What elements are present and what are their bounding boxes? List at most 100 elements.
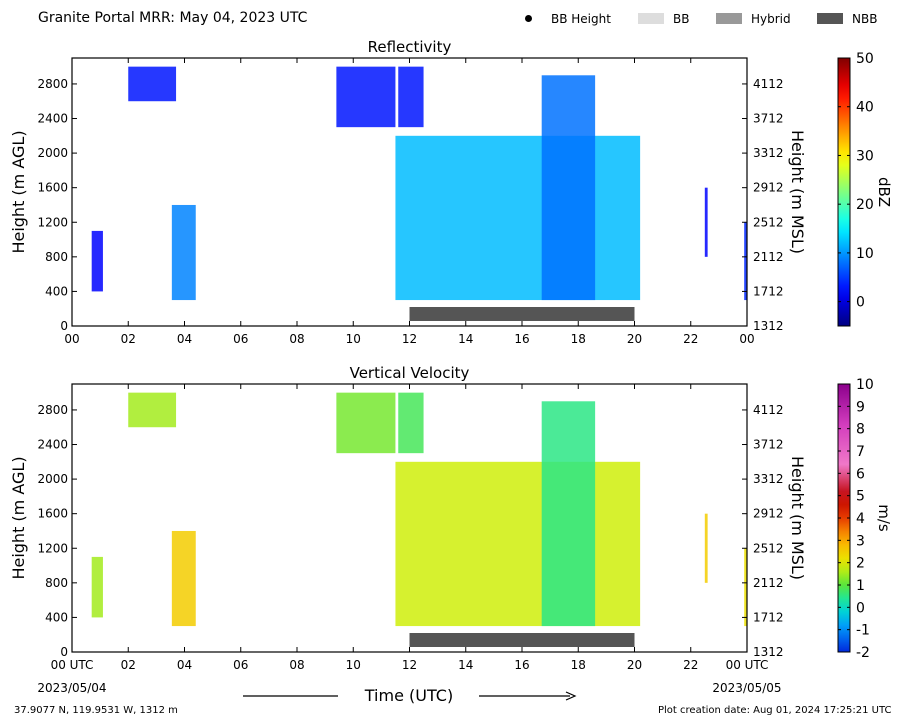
colorbar-tick-label-1-6: 4 bbox=[856, 511, 865, 527]
xtick-label-1-7: 14 bbox=[458, 658, 473, 672]
ytick-label-left-1-5: 2000 bbox=[37, 472, 68, 486]
ytick-label-left-1-1: 400 bbox=[45, 610, 68, 624]
xtick-label-0-5: 10 bbox=[346, 332, 361, 346]
xtick-label-1-1: 02 bbox=[121, 658, 136, 672]
xtick-label-1-6: 12 bbox=[402, 658, 417, 672]
colorbar-tick-label-1-4: 2 bbox=[856, 556, 865, 572]
data-region-1-2 bbox=[91, 556, 103, 618]
data-region-1-1 bbox=[171, 530, 196, 627]
panel-title-0: Reflectivity bbox=[368, 38, 452, 56]
data-region-1-6 bbox=[541, 401, 596, 627]
data-region-0-8 bbox=[744, 222, 747, 301]
colorbar-tick-label-0-3: 30 bbox=[856, 148, 874, 164]
ytick-label-left-0-2: 800 bbox=[45, 250, 68, 264]
colorbar-label-0: dBZ bbox=[875, 177, 893, 207]
ytick-label-left-0-1: 400 bbox=[45, 284, 68, 298]
ytick-label-left-0-4: 1600 bbox=[37, 181, 68, 195]
legend-label-bb-height: BB Height bbox=[551, 12, 611, 26]
panel-title-1: Vertical Velocity bbox=[350, 364, 470, 382]
xtick-label-1-3: 06 bbox=[233, 658, 248, 672]
xtick-label-0-4: 08 bbox=[289, 332, 304, 346]
legend-label-hybrid: Hybrid bbox=[751, 12, 791, 26]
ytick-label-left-0-5: 2000 bbox=[37, 146, 68, 160]
ytick-label-left-1-3: 1200 bbox=[37, 541, 68, 555]
xtick-label-1-11: 22 bbox=[683, 658, 698, 672]
xtick-label-1-5: 10 bbox=[346, 658, 361, 672]
xtick-label-1-12: 00 UTC bbox=[726, 658, 769, 672]
xtick-label-1-8: 16 bbox=[514, 658, 529, 672]
data-region-0-6 bbox=[541, 75, 596, 301]
ytick-label-right-0-1: 1712 bbox=[753, 284, 784, 298]
data-region-0-1 bbox=[171, 204, 196, 301]
colorbar-tick-label-0-4: 40 bbox=[856, 100, 874, 116]
xtick-label-0-11: 22 bbox=[683, 332, 698, 346]
ytick-label-left-0-3: 1200 bbox=[37, 215, 68, 229]
ytick-label-left-1-6: 2400 bbox=[37, 438, 68, 452]
xtick-label-1-4: 08 bbox=[289, 658, 304, 672]
ytick-label-right-1-1: 1712 bbox=[753, 610, 784, 624]
colorbar-tick-label-1-5: 3 bbox=[856, 533, 865, 549]
data-region-0-5 bbox=[395, 135, 641, 301]
end-date-label: 2023/05/05 bbox=[712, 681, 781, 695]
nbb-bar-1 bbox=[409, 633, 635, 647]
data-region-1-0 bbox=[128, 392, 177, 428]
colorbar-tick-label-1-9: 7 bbox=[856, 444, 865, 460]
colorbar-tick-label-0-0: 0 bbox=[856, 295, 865, 311]
ytick-label-right-1-7: 4112 bbox=[753, 403, 784, 417]
ytick-label-right-1-2: 2112 bbox=[753, 576, 784, 590]
legend-marker-nbb-icon bbox=[817, 13, 843, 24]
colorbar-label-1: m/s bbox=[875, 504, 893, 532]
xtick-label-1-2: 04 bbox=[177, 658, 192, 672]
colorbar-tick-label-1-7: 5 bbox=[856, 489, 865, 505]
xaxis-label: Time (UTC) bbox=[364, 686, 453, 705]
xtick-label-0-6: 12 bbox=[402, 332, 417, 346]
ytick-label-left-1-0: 0 bbox=[60, 645, 68, 659]
ytick-label-left-1-4: 1600 bbox=[37, 507, 68, 521]
ylabel-left-0: Height (m AGL) bbox=[9, 130, 28, 253]
ytick-label-right-0-3: 2512 bbox=[753, 215, 784, 229]
page-title: Granite Portal MRR: May 04, 2023 UTC bbox=[38, 10, 308, 26]
ytick-label-right-0-7: 4112 bbox=[753, 77, 784, 91]
xtick-label-0-1: 02 bbox=[121, 332, 136, 346]
ytick-label-right-0-2: 2112 bbox=[753, 250, 784, 264]
data-region-0-0 bbox=[128, 66, 177, 102]
xtick-label-0-12: 00 bbox=[739, 332, 754, 346]
time-arrow-head-icon bbox=[565, 691, 577, 701]
xtick-label-0-3: 06 bbox=[233, 332, 248, 346]
ytick-label-right-1-6: 3712 bbox=[753, 438, 784, 452]
xtick-label-0-8: 16 bbox=[514, 332, 529, 346]
colorbar-tick-label-1-0: -2 bbox=[856, 645, 870, 661]
ytick-label-right-1-3: 2512 bbox=[753, 541, 784, 555]
colorbar-tick-label-1-12: 10 bbox=[856, 377, 874, 393]
colorbar-tick-label-1-3: 1 bbox=[856, 578, 865, 594]
xtick-label-0-10: 20 bbox=[627, 332, 642, 346]
plot-creation-date: Plot creation date: Aug 01, 2024 17:25:2… bbox=[658, 705, 892, 716]
colorbar-tick-label-1-2: 0 bbox=[856, 600, 865, 616]
ytick-label-right-1-4: 2912 bbox=[753, 507, 784, 521]
colorbar-tick-label-0-2: 20 bbox=[856, 197, 874, 213]
ylabel-right-1: Height (m MSL) bbox=[788, 456, 807, 580]
colorbar-tick-label-1-11: 9 bbox=[856, 399, 865, 415]
data-region-0-2 bbox=[91, 230, 103, 292]
data-region-0-4 bbox=[398, 66, 424, 128]
ytick-label-left-0-7: 2800 bbox=[37, 77, 68, 91]
legend-label-bb: BB bbox=[673, 12, 690, 26]
xtick-label-0-7: 14 bbox=[458, 332, 473, 346]
colorbar-tick-label-1-1: -1 bbox=[856, 623, 870, 639]
ytick-label-right-0-6: 3712 bbox=[753, 112, 784, 126]
legend-marker-bb-icon bbox=[638, 13, 664, 24]
ytick-label-left-0-0: 0 bbox=[60, 319, 68, 333]
location-text: 37.9077 N, 119.9531 W, 1312 m bbox=[14, 705, 178, 716]
data-region-1-3 bbox=[336, 392, 396, 454]
xtick-label-1-10: 20 bbox=[627, 658, 642, 672]
data-region-1-7 bbox=[704, 513, 708, 583]
ytick-label-right-0-5: 3312 bbox=[753, 146, 784, 160]
colorbar-tick-label-0-1: 10 bbox=[856, 246, 874, 262]
xtick-label-0-9: 18 bbox=[571, 332, 586, 346]
data-region-0-3 bbox=[336, 66, 396, 128]
start-date-label: 2023/05/04 bbox=[37, 681, 106, 695]
colorbar-tick-label-0-5: 50 bbox=[856, 51, 874, 67]
nbb-bar-0 bbox=[409, 307, 635, 321]
data-region-1-4 bbox=[398, 392, 424, 454]
